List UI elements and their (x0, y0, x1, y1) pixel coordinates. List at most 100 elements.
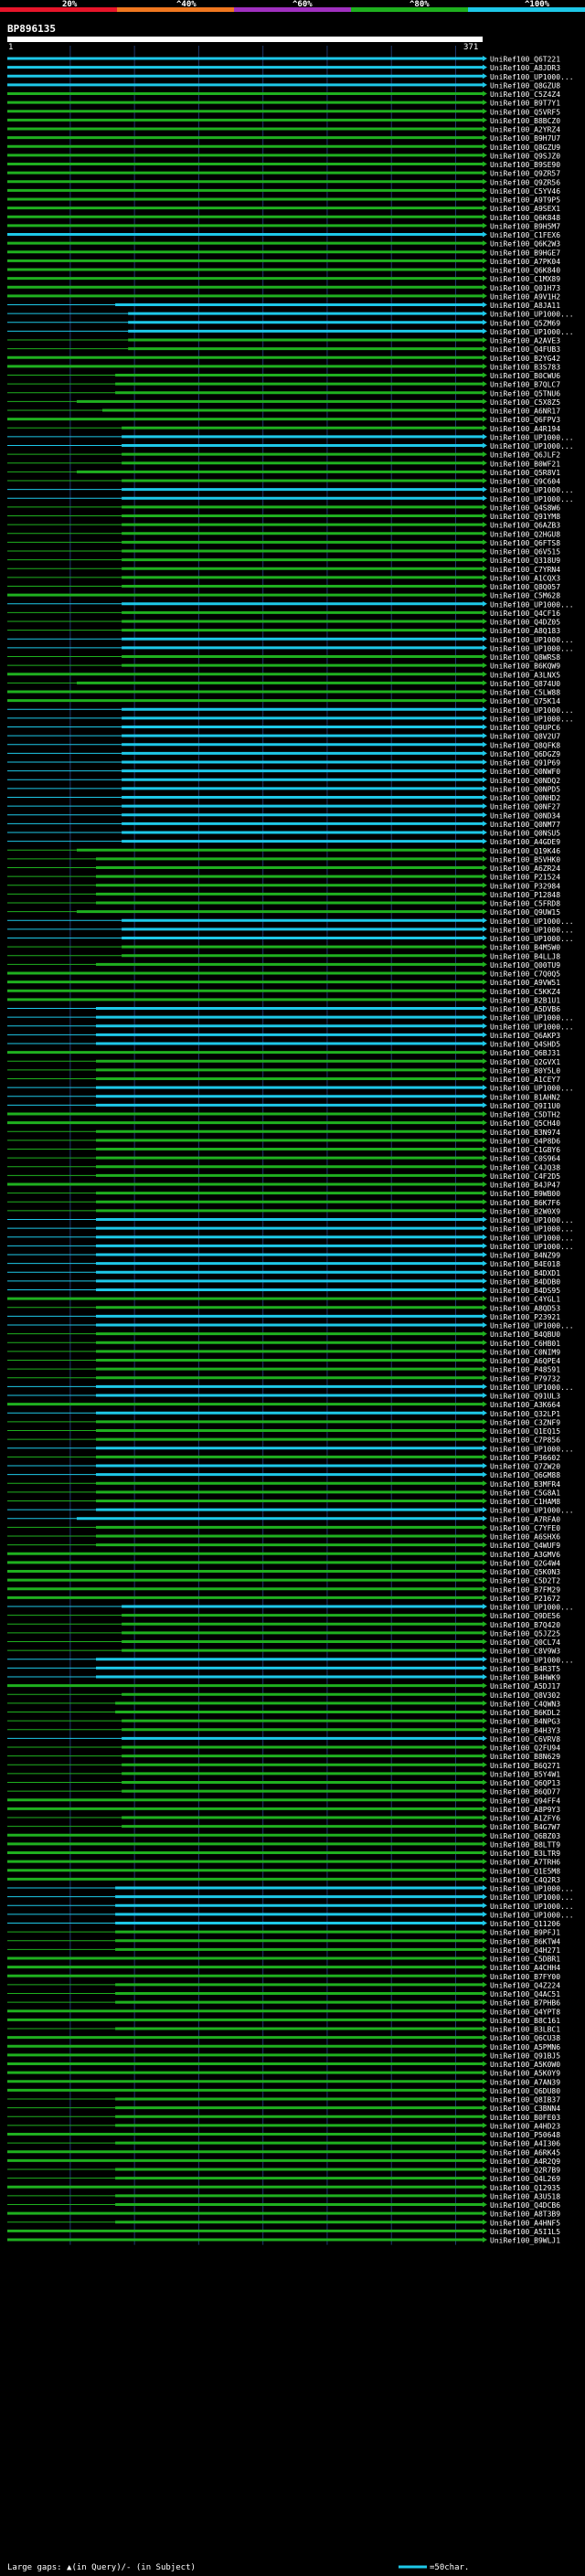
hit-label[interactable]: UniRef100_Q6AZB3 (490, 522, 560, 530)
hit-label[interactable]: UniRef100_Q9ZR56 (490, 178, 560, 186)
hit-label[interactable]: UniRef100_A8JDR3 (490, 64, 560, 72)
hit-label[interactable]: UniRef100_A8JA11 (490, 302, 560, 310)
hit-label[interactable]: UniRef100_UP1000... (490, 328, 574, 336)
hit-label[interactable]: UniRef100_A3K664 (490, 1401, 560, 1409)
hit-label[interactable]: UniRef100_C4JQ38 (490, 1163, 560, 1171)
hit-label[interactable]: UniRef100_P23921 (490, 1313, 560, 1321)
hit-row[interactable]: UniRef100_B3LTR9 (7, 1850, 560, 1858)
hit-row[interactable]: UniRef100_UP1000... (7, 1322, 574, 1330)
hit-row[interactable]: UniRef100_Q8V302 (7, 1691, 560, 1700)
hit-label[interactable]: UniRef100_C5LW88 (490, 689, 560, 697)
hit-row[interactable]: UniRef100_Q6K2W3 (7, 240, 560, 249)
hit-label[interactable]: UniRef100_B4QBU0 (490, 1330, 560, 1339)
hit-row[interactable]: UniRef100_A5PMN6 (7, 2043, 560, 2051)
hit-label[interactable]: UniRef100_C6HB01 (490, 1340, 560, 1348)
hit-label[interactable]: UniRef100_A4GDE9 (490, 838, 560, 846)
hit-row[interactable]: UniRef100_C4YGL1 (7, 1296, 560, 1304)
hit-label[interactable]: UniRef100_Q4WUF9 (490, 1542, 560, 1550)
hit-row[interactable]: UniRef100_A4GDE9 (7, 838, 560, 846)
hit-row[interactable]: UniRef100_A8T3B9 (7, 2210, 560, 2219)
hit-label[interactable]: UniRef100_B4NPG3 (490, 1718, 560, 1726)
hit-label[interactable]: UniRef100_Q0NHD2 (490, 794, 560, 802)
hit-label[interactable]: UniRef100_Q4CF16 (490, 610, 560, 618)
hit-row[interactable]: UniRef100_B4R3T5 (7, 1665, 560, 1673)
hit-row[interactable]: UniRef100_P21524 (7, 874, 560, 882)
hit-row[interactable]: UniRef100_C7Q0Q5 (7, 970, 560, 979)
hit-row[interactable]: UniRef100_Q0NPD5 (7, 785, 560, 793)
hit-row[interactable]: UniRef100_Q8GZU8 (7, 81, 560, 90)
hit-label[interactable]: UniRef100_B9WLJ1 (490, 2237, 560, 2245)
hit-row[interactable]: UniRef100_P12848 (7, 891, 560, 899)
hit-row[interactable]: UniRef100_A5DVB6 (7, 1005, 560, 1013)
hit-row[interactable]: UniRef100_B7Q420 (7, 1621, 560, 1629)
hit-label[interactable]: UniRef100_A4R2Q9 (490, 2157, 560, 2166)
hit-label[interactable]: UniRef100_Q6GM88 (490, 1471, 560, 1479)
hit-row[interactable]: UniRef100_B4QBU0 (7, 1330, 560, 1339)
hit-row[interactable]: UniRef100_Q9ZR56 (7, 178, 560, 186)
hit-row[interactable]: UniRef100_C5DTH2 (7, 1111, 560, 1119)
hit-row[interactable]: UniRef100_C7YFE0 (7, 1524, 560, 1532)
hit-row[interactable]: UniRef100_B7FM29 (7, 1585, 560, 1594)
hit-row[interactable]: UniRef100_Q8Q057 (7, 583, 560, 591)
hit-row[interactable]: UniRef100_A9VW51 (7, 979, 560, 987)
hit-label[interactable]: UniRef100_C6VRV8 (490, 1735, 560, 1744)
hit-row[interactable]: UniRef100_P36602 (7, 1454, 560, 1462)
hit-label[interactable]: UniRef100_Q5CH40 (490, 1119, 560, 1128)
hit-row[interactable]: UniRef100_Q4YPT8 (7, 2008, 560, 2016)
hit-label[interactable]: UniRef100_UP1000... (490, 917, 574, 926)
hit-row[interactable]: UniRef100_A3K664 (7, 1401, 560, 1409)
hit-label[interactable]: UniRef100_UP1000... (490, 1234, 574, 1242)
hit-row[interactable]: UniRef100_A6QPE4 (7, 1357, 560, 1365)
hit-row[interactable]: UniRef100_A1CQX3 (7, 574, 560, 582)
hit-label[interactable]: UniRef100_UP1000... (490, 1893, 574, 1902)
hit-label[interactable]: UniRef100_B7Q420 (490, 1621, 560, 1629)
hit-label[interactable]: UniRef100_Q8Q057 (490, 583, 560, 591)
hit-row[interactable]: UniRef100_B9HGE7 (7, 249, 560, 257)
hit-row[interactable]: UniRef100_A9V1H2 (7, 292, 560, 301)
hit-row[interactable]: UniRef100_B9SE90 (7, 161, 560, 169)
hit-row[interactable]: UniRef100_Q6BJ31 (7, 1049, 560, 1057)
hit-row[interactable]: UniRef100_A4HD23 (7, 2122, 560, 2130)
hit-row[interactable]: UniRef100_Q0CL74 (7, 1638, 560, 1647)
hit-label[interactable]: UniRef100_B2B1U1 (490, 996, 560, 1004)
hit-label[interactable]: UniRef100_B6KTW4 (490, 1937, 560, 1945)
hit-label[interactable]: UniRef100_Q2G4W4 (490, 1559, 560, 1567)
hit-row[interactable]: UniRef100_Q5TNU6 (7, 389, 560, 398)
hit-row[interactable]: UniRef100_C5YV46 (7, 187, 560, 196)
hit-row[interactable]: UniRef100_Q19K46 (7, 847, 560, 855)
hit-label[interactable]: UniRef100_Q8GZU9 (490, 143, 560, 152)
hit-label[interactable]: UniRef100_Q4S8W6 (490, 504, 560, 512)
hit-label[interactable]: UniRef100_C3BNN4 (490, 2104, 560, 2113)
hit-label[interactable]: UniRef100_C5M628 (490, 592, 560, 600)
hit-row[interactable]: UniRef100_B4JP47 (7, 1182, 560, 1190)
hit-label[interactable]: UniRef100_B4DS95 (490, 1287, 560, 1295)
hit-row[interactable]: UniRef100_B7FY00 (7, 1973, 560, 1981)
hit-label[interactable]: UniRef100_UP1000... (490, 1445, 574, 1453)
hit-row[interactable]: UniRef100_A4HNF5 (7, 2219, 560, 2227)
hit-row[interactable]: UniRef100_B6Q271 (7, 1762, 560, 1770)
hit-label[interactable]: UniRef100_C7YFE0 (490, 1524, 560, 1532)
hit-label[interactable]: UniRef100_UP1000... (490, 706, 574, 715)
hit-row[interactable]: UniRef100_C0NIM9 (7, 1348, 560, 1356)
hit-label[interactable]: UniRef100_A1CQX3 (490, 574, 560, 582)
hit-row[interactable]: UniRef100_C3ZNF9 (7, 1418, 560, 1426)
hit-label[interactable]: UniRef100_B4R3T5 (490, 1665, 560, 1673)
hit-label[interactable]: UniRef100_A1ZFY6 (490, 1815, 560, 1823)
hit-label[interactable]: UniRef100_Q4DCB6 (490, 2201, 560, 2210)
hit-label[interactable]: UniRef100_C3ZNF9 (490, 1418, 560, 1426)
hit-label[interactable]: UniRef100_Q4H271 (490, 1946, 560, 1955)
hit-row[interactable]: UniRef100_B3N974 (7, 1129, 560, 1137)
hit-row[interactable]: UniRef100_Q4WUF9 (7, 1542, 560, 1550)
hit-label[interactable]: UniRef100_Q91YM8 (490, 513, 560, 521)
hit-row[interactable]: UniRef100_UP1000... (7, 486, 574, 494)
hit-label[interactable]: UniRef100_Q6T221 (490, 56, 560, 64)
hit-row[interactable]: UniRef100_C5X8Z5 (7, 398, 560, 407)
hit-row[interactable]: UniRef100_Q4H271 (7, 1946, 560, 1955)
hit-row[interactable]: UniRef100_A8QD53 (7, 1304, 560, 1312)
hit-row[interactable]: UniRef100_Q9I1U0 (7, 1102, 560, 1110)
hit-label[interactable]: UniRef100_B0FE03 (490, 2114, 560, 2122)
hit-row[interactable]: UniRef100_B9PFJ1 (7, 1929, 560, 1937)
hit-row[interactable]: UniRef100_A8P9Y3 (7, 1806, 560, 1814)
hit-label[interactable]: UniRef100_B3S783 (490, 363, 560, 371)
hit-row[interactable]: UniRef100_Q4DCB6 (7, 2201, 560, 2210)
